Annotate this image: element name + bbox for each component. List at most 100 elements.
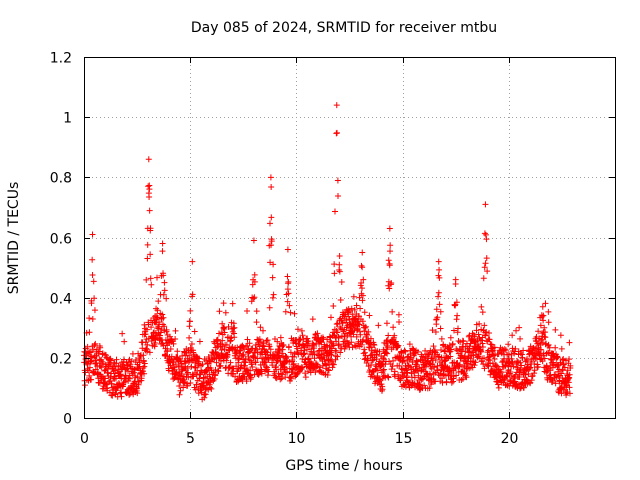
data-point — [481, 365, 488, 372]
data-point — [541, 333, 548, 340]
data-point — [97, 344, 104, 351]
data-point — [383, 349, 390, 356]
data-point — [277, 376, 284, 383]
data-point — [163, 326, 170, 333]
data-point — [267, 346, 274, 353]
data-point — [535, 363, 542, 370]
data-point — [86, 372, 93, 379]
data-point — [121, 378, 128, 385]
data-point — [125, 368, 132, 375]
data-point — [350, 331, 357, 338]
data-point — [265, 356, 272, 363]
data-point — [218, 347, 225, 354]
data-point — [433, 321, 440, 328]
data-point — [231, 334, 238, 341]
data-point — [86, 364, 93, 371]
data-point — [520, 347, 527, 354]
data-point — [133, 385, 140, 392]
data-point — [558, 370, 565, 377]
data-point — [251, 271, 258, 278]
data-point — [89, 272, 96, 279]
data-point — [334, 353, 341, 360]
data-point — [89, 315, 96, 322]
data-point — [265, 368, 272, 375]
data-point — [448, 346, 455, 353]
data-point — [86, 329, 93, 336]
data-point — [476, 320, 483, 327]
data-point — [260, 343, 267, 350]
data-point — [357, 305, 364, 312]
data-points — [81, 102, 574, 403]
data-point — [189, 258, 196, 265]
data-point — [220, 324, 227, 331]
data-point — [365, 328, 372, 335]
data-point — [563, 371, 570, 378]
data-point — [545, 319, 552, 326]
data-point — [327, 314, 334, 321]
data-point — [248, 374, 255, 381]
data-point — [222, 309, 229, 316]
data-point — [161, 279, 168, 286]
data-point — [527, 364, 534, 371]
data-point — [542, 329, 549, 336]
data-point — [334, 129, 341, 136]
data-point — [282, 308, 289, 315]
data-point — [457, 339, 464, 346]
data-point — [172, 335, 179, 342]
data-point — [174, 348, 181, 355]
data-point — [459, 337, 466, 344]
data-point — [284, 246, 291, 253]
data-point — [358, 285, 365, 292]
data-point — [90, 346, 97, 353]
data-point — [113, 356, 120, 363]
data-point — [202, 391, 209, 398]
data-point — [371, 342, 378, 349]
data-point — [266, 343, 273, 350]
data-point — [559, 356, 566, 363]
data-point — [270, 261, 277, 268]
data-point — [280, 342, 287, 349]
data-point — [333, 347, 340, 354]
data-point — [495, 384, 502, 391]
data-point — [269, 294, 276, 301]
data-point — [243, 378, 250, 385]
data-point — [470, 352, 477, 359]
data-point — [547, 355, 554, 362]
data-point — [160, 272, 167, 279]
data-point — [337, 296, 344, 303]
data-point — [404, 369, 411, 376]
data-point — [89, 256, 96, 263]
data-point — [285, 278, 292, 285]
data-point — [558, 390, 565, 397]
data-point — [164, 347, 171, 354]
data-point — [533, 334, 540, 341]
data-point — [303, 346, 310, 353]
data-point — [291, 310, 298, 317]
data-point — [509, 359, 516, 366]
data-point — [420, 374, 426, 381]
data-point — [398, 350, 405, 357]
data-point — [359, 249, 366, 256]
data-point — [143, 326, 150, 333]
data-point — [475, 331, 482, 338]
data-point — [124, 362, 131, 369]
data-point — [93, 360, 100, 367]
data-point — [378, 362, 385, 369]
data-point — [270, 291, 277, 298]
data-point — [531, 370, 538, 377]
data-point — [486, 330, 493, 337]
data-point — [437, 370, 444, 377]
data-point — [360, 276, 367, 283]
data-point — [196, 355, 203, 362]
data-point — [216, 308, 223, 315]
data-point — [231, 324, 238, 331]
data-point — [333, 321, 340, 328]
data-point — [437, 325, 444, 332]
data-point — [144, 241, 151, 248]
data-point — [435, 293, 442, 300]
data-point — [336, 268, 343, 275]
data-point — [518, 362, 525, 369]
data-point — [267, 174, 274, 181]
data-point — [193, 381, 200, 388]
